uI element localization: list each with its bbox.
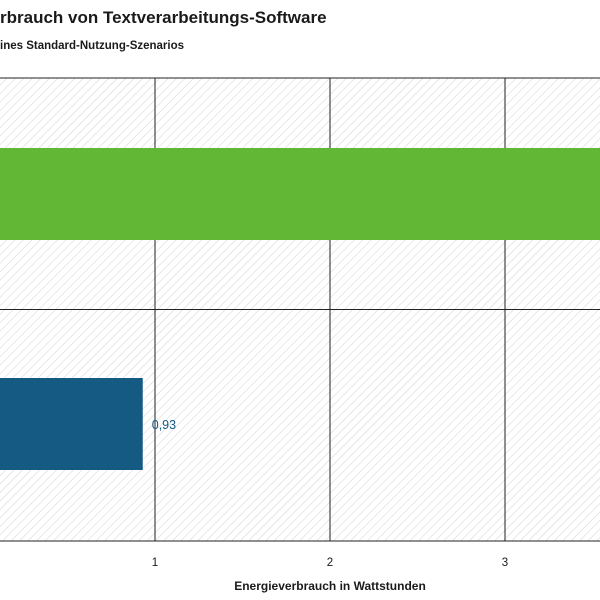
bar-2 xyxy=(0,378,143,470)
chart-title: rbrauch von Textverarbeitungs-Software xyxy=(0,8,327,27)
bar-1 xyxy=(0,148,600,240)
x-tick-label-3: 3 xyxy=(502,557,508,569)
x-tick-label-1: 1 xyxy=(152,557,158,569)
x-axis-label: Energieverbrauch in Wattstunden xyxy=(234,579,426,593)
x-tick-label-2: 2 xyxy=(327,557,333,569)
chart-subtitle: ines Standard-Nutzung-Szenarios xyxy=(0,40,185,52)
bar-value-label-2: 0,93 xyxy=(152,418,176,432)
